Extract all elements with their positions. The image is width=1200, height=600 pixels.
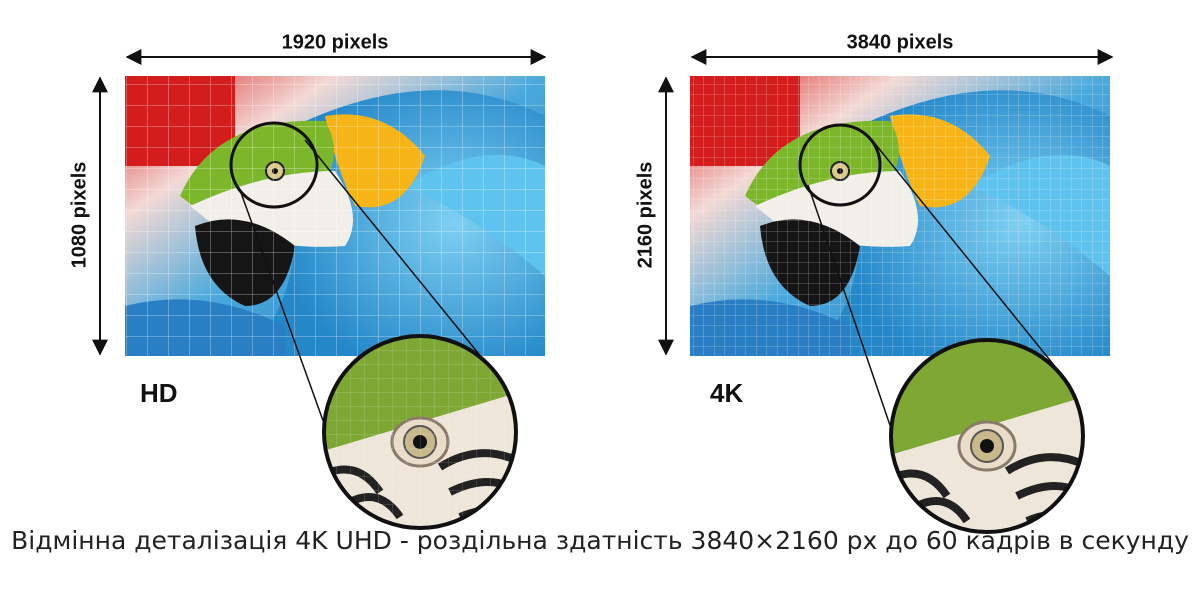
zoom-line <box>304 139 501 381</box>
width-label: 3840 pixels <box>847 31 954 53</box>
width-label: 1920 pixels <box>282 31 389 53</box>
zoom-line <box>807 184 896 441</box>
resolution-name: 4K <box>710 378 743 408</box>
zoom-source <box>798 123 882 207</box>
hd-zoom <box>324 336 516 528</box>
caption: Відмінна деталізація 4K UHD - роздільна … <box>11 526 1189 555</box>
height-label: 2160 pixels <box>634 162 656 269</box>
uhd-zoom <box>887 336 1087 536</box>
uhd-image <box>690 76 1112 356</box>
zoom-line <box>871 139 1071 386</box>
zoom-source <box>229 121 319 209</box>
resolution-name: HD <box>140 378 178 408</box>
zoom-line <box>239 189 331 441</box>
zoom-circle <box>889 338 1085 534</box>
hd-image <box>125 76 545 356</box>
height-label: 1080 pixels <box>68 162 90 269</box>
zoom-circle <box>322 334 518 530</box>
